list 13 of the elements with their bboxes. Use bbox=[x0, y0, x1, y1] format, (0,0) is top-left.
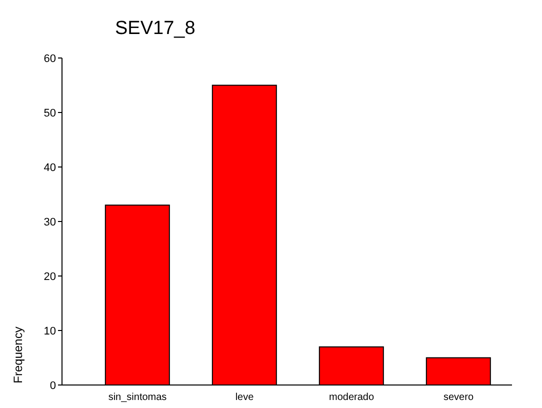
y-tick-label: 60 bbox=[44, 52, 56, 65]
x-tick-label: sin_sintomas bbox=[108, 392, 167, 404]
y-tick-label: 50 bbox=[44, 107, 56, 120]
x-tick-label: severo bbox=[443, 392, 474, 404]
y-tick-label: 40 bbox=[44, 162, 56, 174]
y-axis-title: Frequency bbox=[11, 326, 25, 384]
chart-title: SEV17_8 bbox=[115, 18, 196, 39]
x-tick-label: moderado bbox=[328, 392, 374, 404]
y-tick-label: 10 bbox=[44, 325, 56, 338]
y-tick-label: 30 bbox=[44, 216, 56, 228]
x-tick-label: leve bbox=[235, 392, 254, 404]
y-tick-label: 0 bbox=[50, 380, 56, 392]
y-tick-label: 20 bbox=[44, 270, 56, 283]
